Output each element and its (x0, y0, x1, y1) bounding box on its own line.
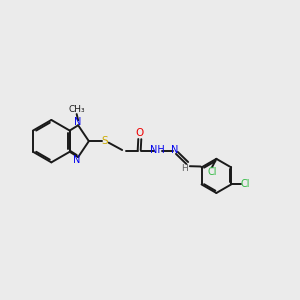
Text: H: H (181, 164, 188, 173)
Text: NH: NH (150, 145, 165, 155)
Text: CH₃: CH₃ (68, 105, 85, 114)
Text: O: O (136, 128, 144, 138)
Text: S: S (102, 136, 108, 146)
Text: Cl: Cl (241, 179, 250, 190)
Text: N: N (171, 145, 179, 155)
Text: N: N (74, 117, 82, 127)
Text: N: N (73, 155, 80, 165)
Text: Cl: Cl (207, 167, 217, 177)
